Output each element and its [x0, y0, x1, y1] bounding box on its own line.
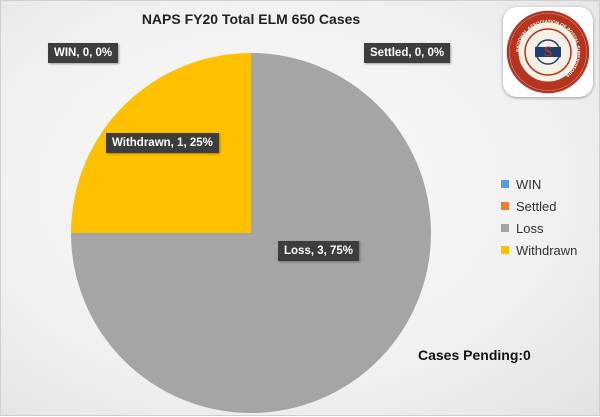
legend-swatch-loss: [501, 224, 509, 232]
cases-pending: Cases Pending:0: [418, 347, 531, 363]
legend-label-win: WIN: [516, 176, 542, 192]
legend-item-withdrawn: Withdrawn: [501, 239, 577, 261]
data-label-withdrawn: Withdrawn, 1, 25%: [106, 133, 219, 153]
legend-label-withdrawn: Withdrawn: [516, 242, 578, 258]
legend-label-settled: Settled: [516, 198, 557, 214]
legend-label-loss: Loss: [516, 220, 544, 236]
legend-swatch-win: [501, 180, 509, 188]
chart-title: NAPS FY20 Total ELM 650 Cases: [141, 11, 361, 27]
legend: WIN Settled Loss Withdrawn: [501, 173, 577, 261]
svg-text:S: S: [544, 44, 552, 60]
legend-swatch-settled: [501, 202, 509, 210]
legend-item-loss: Loss: [501, 217, 577, 239]
data-label-loss: Loss, 3, 75%: [278, 241, 360, 261]
naps-logo: NATIONAL ASSOCIATION OF POSTAL SUPERVISO…: [503, 7, 593, 97]
naps-seal-icon: NATIONAL ASSOCIATION OF POSTAL SUPERVISO…: [506, 10, 590, 94]
data-label-win: WIN, 0, 0%: [48, 43, 119, 63]
legend-item-settled: Settled: [501, 195, 577, 217]
legend-swatch-withdrawn: [501, 246, 509, 254]
data-label-settled: Settled, 0, 0%: [364, 43, 451, 63]
legend-item-win: WIN: [501, 173, 577, 195]
